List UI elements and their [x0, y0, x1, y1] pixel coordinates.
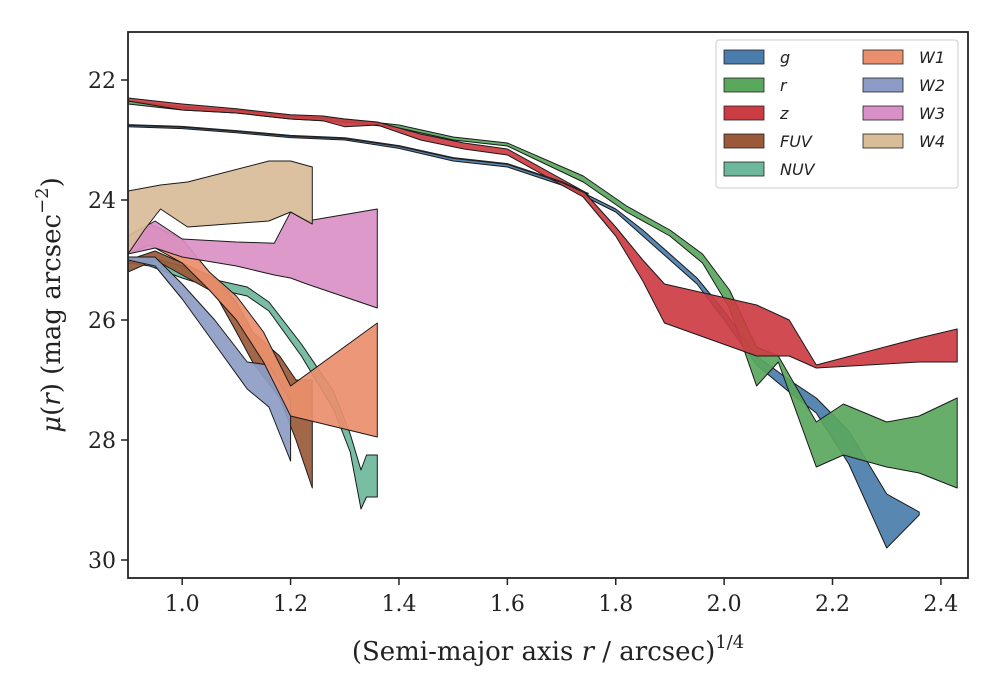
- y-axis-title: μ(r) (mag arcsec−2): [32, 177, 67, 433]
- legend-swatch-z: [723, 105, 765, 121]
- band-w2: [128, 256, 292, 462]
- x-tick-label: 1.0: [165, 592, 200, 617]
- legend-label-w4: W4: [919, 132, 945, 151]
- y-tick-label: 22: [88, 69, 116, 94]
- legend-label-w3: W3: [919, 104, 945, 123]
- legend-swatch-w2: [862, 77, 904, 93]
- x-tick-label: 2.4: [923, 592, 958, 617]
- plot-frame: [127, 31, 969, 579]
- lines-layer: [128, 124, 589, 195]
- bands-layer: [128, 97, 958, 549]
- y-tick-label: 26: [88, 309, 116, 334]
- x-tick-label: 2.0: [707, 592, 742, 617]
- legend-swatch-nuv: [723, 161, 765, 177]
- legend-label-g: g: [780, 48, 790, 67]
- legend-label-nuv: NUV: [780, 160, 816, 179]
- y-tick-label: 24: [88, 189, 116, 214]
- profile-line: [128, 124, 589, 195]
- legend-box: [715, 39, 959, 189]
- x-axis-title: (Semi-major axis r / arcsec)1/4: [352, 632, 744, 667]
- legend-swatch-w3: [862, 105, 904, 121]
- x-ticks: 1.0 1.2 1.4 1.6 1.8 2.0 2.2 2.4: [165, 578, 958, 617]
- legend-swatch-r: [723, 77, 765, 93]
- y-tick-label: 28: [88, 429, 116, 454]
- x-tick-label: 1.4: [381, 592, 416, 617]
- band-w3: [128, 208, 378, 309]
- band-w1: [128, 223, 378, 438]
- x-tick-label: 1.6: [490, 592, 525, 617]
- legend-swatch-w1: [862, 49, 904, 65]
- legend: grz FUV NUV W1 W2 W3 W4: [715, 39, 959, 189]
- y-ticks: 22 24 26 28 30: [88, 69, 128, 574]
- legend-swatch-g: [723, 49, 765, 65]
- band-z: [128, 97, 958, 369]
- band-r: [128, 100, 958, 489]
- legend-label-w2: W2: [919, 76, 945, 95]
- x-tick-label: 2.2: [815, 592, 850, 617]
- x-tick-label: 1.8: [598, 592, 633, 617]
- band-w4: [128, 160, 313, 255]
- x-tick-label: 1.2: [273, 592, 308, 617]
- legend-label-r: r: [780, 76, 788, 95]
- legend-label-fuv: FUV: [780, 132, 813, 151]
- legend-swatch-w4: [862, 133, 904, 149]
- y-tick-label: 30: [88, 549, 116, 574]
- legend-label-z: z: [779, 104, 789, 123]
- legend-label-w1: W1: [919, 48, 945, 67]
- legend-swatch-fuv: [723, 133, 765, 149]
